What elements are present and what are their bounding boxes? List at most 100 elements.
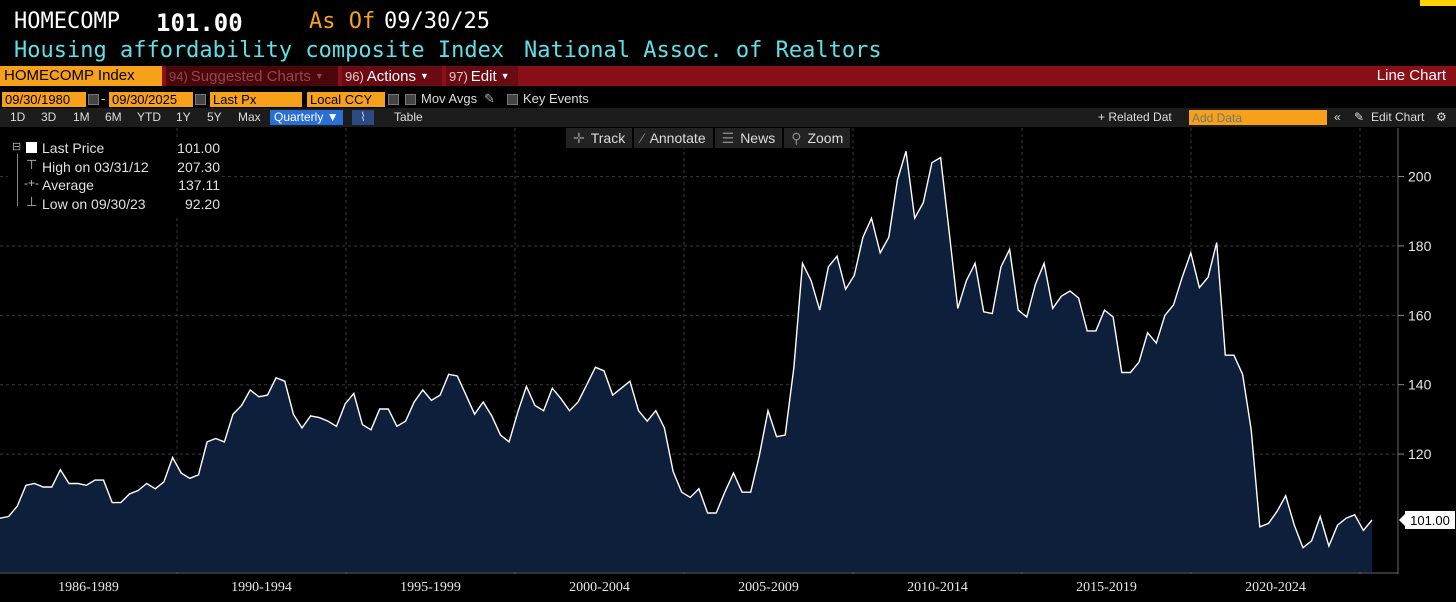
mov-avgs-label[interactable]: Mov Avgs: [421, 91, 478, 106]
last-value-pointer: [1399, 513, 1405, 526]
average-marker-icon: -+-: [24, 176, 39, 190]
zoom-label: Zoom: [807, 130, 844, 146]
field-selector[interactable]: Last Px: [210, 92, 302, 107]
currency-selector[interactable]: Local CCY: [307, 92, 385, 107]
period-3d[interactable]: 3D: [41, 110, 57, 124]
y-axis: 120 140 160 180 200: [1397, 128, 1432, 574]
x-tick-label: 2010-2014: [907, 580, 968, 595]
last-price-marker: 101.00: [1399, 510, 1455, 529]
news-label: News: [740, 130, 776, 146]
index-description: Housing affordability composite Index: [14, 38, 505, 63]
chart-toolbar: ✛ Track ⁄ Annotate ☰ News ⚲ Zoom: [566, 128, 851, 150]
actions-caret-icon: ▼: [420, 71, 429, 81]
legend-last-value: 101.00: [177, 140, 220, 156]
legend-average-value: 137.11: [178, 177, 220, 193]
legend-last-label: Last Price: [42, 140, 105, 156]
low-marker-icon: ⊥: [26, 194, 38, 209]
last-value-label: 101.00: [1410, 513, 1450, 528]
crosshair-icon: ✛: [573, 130, 585, 146]
y-tick-label: 200: [1408, 169, 1432, 185]
key-events-checkbox[interactable]: [507, 94, 518, 105]
x-tick-label: 2020-2024: [1245, 580, 1306, 595]
period-6m[interactable]: 6M: [105, 110, 122, 124]
x-tick-label: 1995-1999: [400, 580, 461, 595]
frequency-dropdown[interactable]: Quarterly ▼: [270, 110, 343, 125]
legend-collapse-icon[interactable]: ⊟: [12, 141, 22, 153]
annotate-button[interactable]: ⁄ Annotate: [634, 128, 713, 148]
add-data-input[interactable]: [1189, 110, 1327, 125]
index-source: National Assoc. of Realtors: [524, 38, 882, 63]
mov-avgs-checkbox[interactable]: [405, 94, 416, 105]
y-tick-label: 140: [1408, 377, 1432, 393]
table-button[interactable]: Table: [394, 110, 423, 124]
frequency-label: Quarterly: [274, 110, 324, 124]
suggested-caret-icon: ▼: [314, 71, 324, 81]
period-1d[interactable]: 1D: [10, 110, 26, 124]
legend-bracket: [17, 154, 18, 206]
chart-type-label[interactable]: Line Chart: [1376, 67, 1446, 84]
frequency-caret-icon: ▼: [326, 110, 339, 124]
price-line: [0, 150, 1373, 549]
x-tick-label: 1986-1989: [58, 580, 119, 595]
track-label: Track: [590, 130, 626, 146]
period-5y[interactable]: 5Y: [207, 110, 222, 124]
y-tick-label: 120: [1408, 446, 1432, 462]
legend: ⊟ Last Price 101.00 ⊤ High on 03/31/12 2…: [8, 138, 220, 216]
header-price: 101.00: [156, 9, 243, 37]
actions-label: Actions: [366, 68, 416, 85]
legend-high-label: High on 03/31/12: [42, 159, 149, 175]
actions-menu[interactable]: 96) Actions ▼: [342, 66, 442, 86]
key-events-label[interactable]: Key Events: [523, 91, 589, 106]
news-button[interactable]: ☰ News: [714, 128, 783, 148]
edit-pencil-icon[interactable]: ✎: [1354, 110, 1365, 124]
price-area: [0, 151, 1372, 572]
gear-icon[interactable]: ⚙: [1436, 110, 1447, 124]
related-data-button[interactable]: + Related Dat: [1098, 110, 1172, 124]
x-tick-label: 1990-1994: [231, 580, 292, 595]
security-field-text: HOMECOMP Index: [4, 67, 135, 84]
period-1m[interactable]: 1M: [73, 110, 90, 124]
edit-caret-icon: ▼: [500, 71, 510, 81]
end-date-field[interactable]: 09/30/2025: [109, 92, 193, 107]
x-tick-label: 2000-2004: [569, 580, 630, 595]
start-date-field[interactable]: 09/30/1980: [2, 92, 86, 107]
collapse-icon[interactable]: «: [1334, 110, 1341, 124]
menu-bar: HOMECOMP Index 94) Suggested Charts ▼ 96) A…: [0, 66, 1456, 86]
x-tick-label: 2015-2019: [1076, 580, 1137, 595]
suggested-charts-menu[interactable]: 94) Suggested Charts ▼: [166, 66, 338, 86]
currency-dropdown-icon[interactable]: [388, 94, 399, 105]
period-ytd[interactable]: YTD: [137, 110, 161, 124]
track-button[interactable]: ✛ Track: [566, 128, 633, 148]
x-tick-label: 2005-2009: [738, 580, 799, 595]
suggested-num: 94): [169, 69, 188, 84]
period-bar: 1D 3D 1M 6M YTD 1Y 5Y Max Quarterly ▼ ⌇ …: [0, 108, 1456, 127]
chart-area[interactable]: 120 140 160 180 200 1986-1989 1990-1994 1995-1…: [0, 128, 1456, 602]
end-calendar-icon[interactable]: [195, 94, 206, 105]
date-dash: -: [101, 91, 106, 106]
header: HOMECOMP 101.00 As Of 09/30/25 Housing a…: [0, 0, 1456, 66]
as-of-date: 09/30/25: [384, 9, 490, 34]
legend-low-label: Low on 09/30/23: [42, 196, 146, 212]
edit-label: Edit: [470, 68, 497, 85]
y-tick-label: 160: [1408, 307, 1432, 323]
last-price-swatch: [26, 142, 37, 153]
corner-marker: [1420, 0, 1456, 6]
legend-low-value: 92.20: [184, 196, 220, 212]
start-calendar-icon[interactable]: [88, 94, 99, 105]
edit-menu[interactable]: 97) Edit ▼: [446, 66, 518, 86]
high-marker-icon: ⊤: [26, 157, 38, 172]
magnifier-icon: ⚲: [791, 130, 802, 146]
as-of-label: As Of: [309, 9, 376, 34]
controls-bar: 09/30/1980 - 09/30/2025 Last Px Local CC…: [0, 90, 1456, 108]
period-max[interactable]: Max: [238, 110, 261, 124]
actions-num: 96): [345, 69, 364, 84]
zoom-button[interactable]: ⚲ Zoom: [784, 128, 851, 148]
period-1y[interactable]: 1Y: [176, 110, 191, 124]
line-chart-icon[interactable]: ⌇: [352, 110, 374, 125]
annotate-label: Annotate: [649, 130, 706, 146]
security-field[interactable]: HOMECOMP Index: [0, 66, 162, 86]
ticker[interactable]: HOMECOMP: [14, 9, 120, 34]
y-tick-label: 180: [1408, 238, 1432, 254]
pencil-icon[interactable]: ✎: [484, 91, 495, 106]
edit-chart-button[interactable]: Edit Chart: [1371, 110, 1425, 124]
